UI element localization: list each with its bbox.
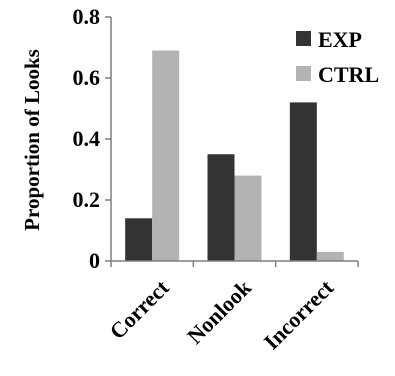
bar-ctrl-nonlook bbox=[234, 175, 262, 261]
x-category-label: Correct bbox=[104, 274, 174, 344]
y-tick-label: 0.2 bbox=[73, 187, 101, 212]
x-category-label: Incorrect bbox=[259, 274, 339, 354]
y-ticks-layer: 0 0.2 0.4 0.6 0.8 bbox=[73, 4, 111, 273]
x-category-label: Nonlook bbox=[182, 274, 256, 348]
bar-exp-incorrect bbox=[289, 102, 317, 262]
legend-swatch-exp bbox=[296, 31, 311, 46]
bars-layer bbox=[125, 50, 344, 262]
legend: EXP CTRL bbox=[296, 27, 379, 87]
y-tick-label: 0 bbox=[89, 248, 100, 273]
legend-label-exp: EXP bbox=[318, 27, 362, 52]
y-tick-label: 0.8 bbox=[73, 4, 101, 29]
bar-ctrl-correct bbox=[152, 50, 180, 261]
y-axis-title: Proportion of Looks bbox=[20, 49, 44, 231]
y-tick-label: 0.6 bbox=[73, 65, 101, 90]
bar-exp-nonlook bbox=[207, 154, 235, 261]
bar-exp-correct bbox=[125, 218, 153, 261]
x-category-layer: Correct Nonlook Incorrect bbox=[104, 274, 338, 354]
legend-swatch-ctrl bbox=[296, 66, 311, 81]
legend-label-ctrl: CTRL bbox=[318, 62, 379, 87]
bar-ctrl-incorrect bbox=[316, 251, 344, 261]
y-tick-label: 0.4 bbox=[73, 126, 101, 151]
